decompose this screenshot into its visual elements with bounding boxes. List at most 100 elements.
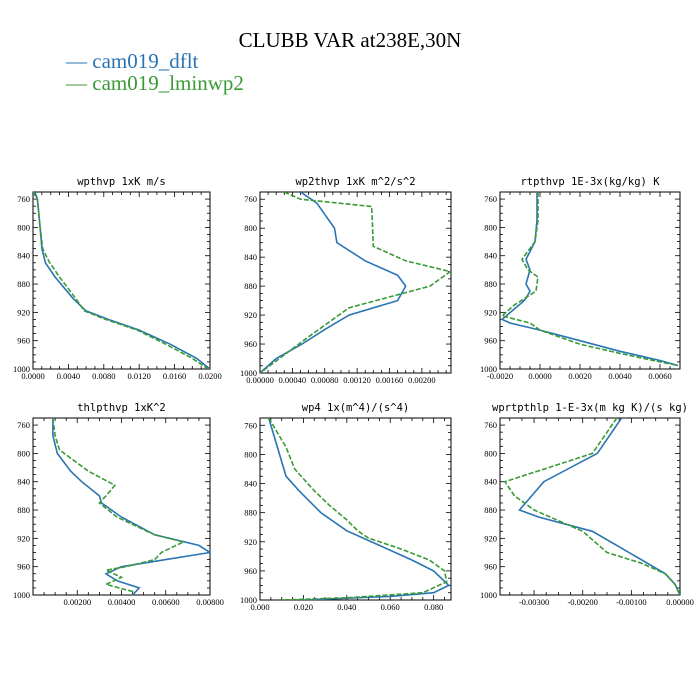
x-tick-label: 0.00120 <box>343 375 371 385</box>
x-tick-label: 0.00080 <box>311 375 339 385</box>
legend-label: cam019_dflt <box>92 49 199 73</box>
legend-entry-dflt: — cam019_dflt <box>66 50 198 72</box>
y-tick-label: 800 <box>17 222 30 232</box>
series-line-lminwp2 <box>52 418 186 595</box>
series-line-lminwp2 <box>500 192 679 367</box>
y-tick-label: 760 <box>17 194 30 204</box>
chart-title: rtpthvp 1E-3x(kg/kg) K <box>520 176 660 188</box>
y-tick-label: 1000 <box>480 364 497 374</box>
legend-entry-lminwp2: — cam019_lminwp2 <box>66 72 244 94</box>
chart-panel-3: thlpthvp 1xK^2 760 800 840 880 920 960 1000 0.00… <box>13 402 224 607</box>
chart-title: wprtpthlp 1-E-3x(m kg K)/(s kg) <box>492 402 688 414</box>
plot-frame <box>499 417 681 596</box>
x-tick-label: 0.00600 <box>152 597 180 607</box>
y-tick-label: 960 <box>484 562 497 572</box>
y-tick-label: 800 <box>484 448 497 458</box>
series-line-dflt <box>260 192 407 373</box>
x-tick-label: 0.0020 <box>568 371 591 381</box>
chart-title: wp2thvp 1xK m^2/s^2 <box>295 176 415 188</box>
chart-panel-5: wprtpthlp 1-E-3x(m kg K)/(s kg) 760 800 840… <box>480 402 694 607</box>
y-tick-label: 1000 <box>13 590 30 600</box>
plot-frame <box>259 191 452 374</box>
y-tick-label: 760 <box>484 194 497 204</box>
y-tick-label: 760 <box>244 194 257 204</box>
x-tick-label: 0.00800 <box>196 597 224 607</box>
y-tick-label: 920 <box>244 310 257 320</box>
series-line-lminwp2 <box>33 192 209 369</box>
y-tick-label: 840 <box>17 251 30 261</box>
y-tick-label: 960 <box>17 562 30 572</box>
x-tick-label: 0.0000 <box>528 371 551 381</box>
chart-panel-4: wp4 1x(m^4)/(s^4)76080084088092096010000… <box>240 402 452 612</box>
chart-title: thlpthvp 1xK^2 <box>77 402 166 414</box>
x-tick-label: 0.0160 <box>163 371 186 381</box>
plot-frame <box>32 191 211 370</box>
x-tick-label: 0.000 <box>250 602 269 612</box>
x-tick-label: 0.0200 <box>198 371 221 381</box>
chart-panel-1: wp2thvp 1xK m^2/s^2 760 800 840 880 920 960 100… <box>240 176 452 385</box>
y-tick-label: 840 <box>244 479 257 489</box>
y-tick-label: 880 <box>484 279 497 289</box>
x-tick-label: 0.040 <box>337 602 356 612</box>
y-tick-label: 840 <box>244 252 257 262</box>
x-tick-label: 0.020 <box>294 602 313 612</box>
y-tick-label: 920 <box>244 537 257 547</box>
x-tick-label: -0.00200 <box>567 597 597 607</box>
legend-swatch: — <box>66 49 93 73</box>
y-tick-label: 1000 <box>13 364 30 374</box>
y-tick-label: 800 <box>17 448 30 458</box>
legend-label: cam019_lminwp2 <box>92 71 244 95</box>
y-tick-label: 760 <box>244 420 257 430</box>
y-tick-label: 880 <box>17 279 30 289</box>
x-tick-label: 0.0040 <box>57 371 80 381</box>
y-tick-label: 960 <box>244 339 257 349</box>
x-tick-label: 0.0040 <box>608 371 631 381</box>
y-tick-label: 840 <box>484 251 497 261</box>
series-line-lminwp2 <box>503 418 680 595</box>
y-tick-label: 880 <box>244 281 257 291</box>
x-tick-label: 0.0120 <box>128 371 151 381</box>
series-line-lminwp2 <box>260 192 451 373</box>
x-tick-label: 0.00000 <box>246 375 274 385</box>
y-tick-label: 920 <box>484 307 497 317</box>
y-tick-label: 920 <box>17 307 30 317</box>
chart-panel-2: rtpthvp 1E-3x(kg/kg) K 760 800 840 880 920 960… <box>480 176 681 381</box>
x-tick-label: 0.0080 <box>92 371 115 381</box>
x-tick-label: 0.00200 <box>63 597 91 607</box>
series-line-dflt <box>500 192 679 367</box>
x-tick-label: 0.00000 <box>666 597 694 607</box>
x-tick-label: 0.0000 <box>21 371 44 381</box>
x-tick-label: -0.00100 <box>616 597 646 607</box>
page-title: CLUBB VAR at238E,30N <box>238 28 462 52</box>
plot-frame <box>32 417 211 596</box>
y-tick-label: 840 <box>484 477 497 487</box>
y-tick-label: 760 <box>17 420 30 430</box>
series-line-dflt <box>52 418 210 595</box>
y-tick-label: 920 <box>484 533 497 543</box>
y-tick-label: 760 <box>484 420 497 430</box>
y-tick-label: 800 <box>244 223 257 233</box>
chart-panel-0: wpthvp 1xK m/s76080084088092096010000.00… <box>13 176 222 381</box>
x-tick-label: -0.0020 <box>487 371 513 381</box>
y-tick-label: 1000 <box>240 595 257 605</box>
y-tick-label: 920 <box>17 533 30 543</box>
y-tick-label: 880 <box>484 505 497 515</box>
series-line-dflt <box>267 418 451 600</box>
y-tick-label: 960 <box>17 336 30 346</box>
series-line-dflt <box>34 192 210 369</box>
chart-title: wpthvp 1xK m/s <box>77 176 166 188</box>
plot-frame <box>259 417 452 601</box>
y-tick-label: 840 <box>17 477 30 487</box>
x-tick-label: 0.00160 <box>376 375 404 385</box>
y-tick-label: 800 <box>484 222 497 232</box>
legend-swatch: — <box>66 71 93 95</box>
y-tick-label: 1000 <box>480 590 497 600</box>
series-line-dflt <box>518 418 680 595</box>
series-line-lminwp2 <box>268 418 448 600</box>
y-tick-label: 880 <box>17 505 30 515</box>
x-tick-label: -0.00300 <box>519 597 549 607</box>
x-tick-label: 0.080 <box>424 602 443 612</box>
y-tick-label: 800 <box>244 449 257 459</box>
y-tick-label: 1000 <box>240 368 257 378</box>
y-tick-label: 960 <box>244 566 257 576</box>
